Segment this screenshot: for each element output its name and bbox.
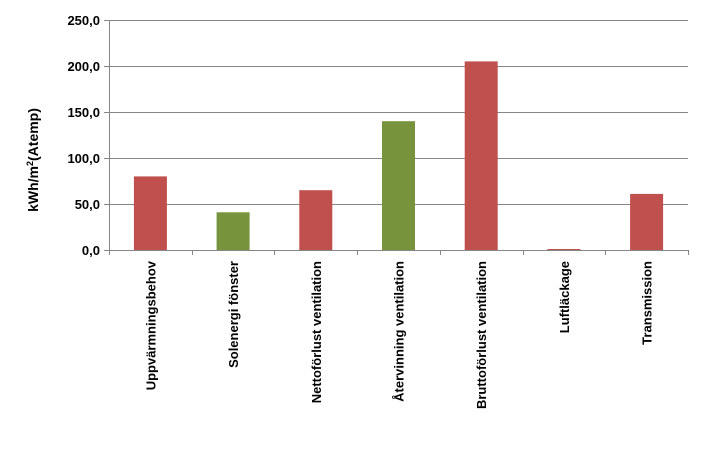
x-tick-label: Nettoförlust ventilation bbox=[309, 261, 324, 403]
y-tick-label: 150,0 bbox=[67, 105, 100, 120]
x-tick-label: Uppvärmningsbehov bbox=[143, 260, 158, 390]
y-tick-label: 50,0 bbox=[75, 197, 100, 212]
x-tick-label: Bruttoförlust ventilation bbox=[474, 261, 489, 409]
x-tick-label: Solenergi fönster bbox=[226, 261, 241, 368]
x-tick-label: Återvinning ventilation bbox=[392, 261, 407, 402]
y-tick-label: 200,0 bbox=[67, 59, 100, 74]
y-axis-title: kWh/m2(Atemp) bbox=[25, 108, 41, 212]
y-tick-labels: 0,0 50,0 100,0 150,0 200,0 250,0 bbox=[67, 13, 100, 258]
y-tick-label: 250,0 bbox=[67, 13, 100, 28]
y-tick-label: 0,0 bbox=[82, 243, 100, 258]
bar bbox=[299, 190, 333, 250]
bar bbox=[630, 193, 664, 250]
y-axis-title-sup: 2 bbox=[25, 161, 35, 166]
bar bbox=[216, 212, 250, 250]
y-axis-title-rest: (Atemp) bbox=[25, 108, 41, 161]
y-tick-label: 100,0 bbox=[67, 151, 100, 166]
bar bbox=[382, 121, 415, 250]
x-tick-label: Luftläckage bbox=[557, 261, 572, 333]
x-tick-labels: Uppvärmningsbehov Solenergi fönster Nettof… bbox=[143, 260, 654, 409]
bar bbox=[133, 176, 167, 250]
bar bbox=[547, 249, 581, 250]
bar bbox=[464, 61, 498, 251]
bars bbox=[133, 61, 664, 251]
x-tick-label: Transmission bbox=[640, 261, 655, 345]
axes bbox=[104, 20, 689, 255]
y-axis-title-base: kWh/m bbox=[25, 166, 41, 212]
